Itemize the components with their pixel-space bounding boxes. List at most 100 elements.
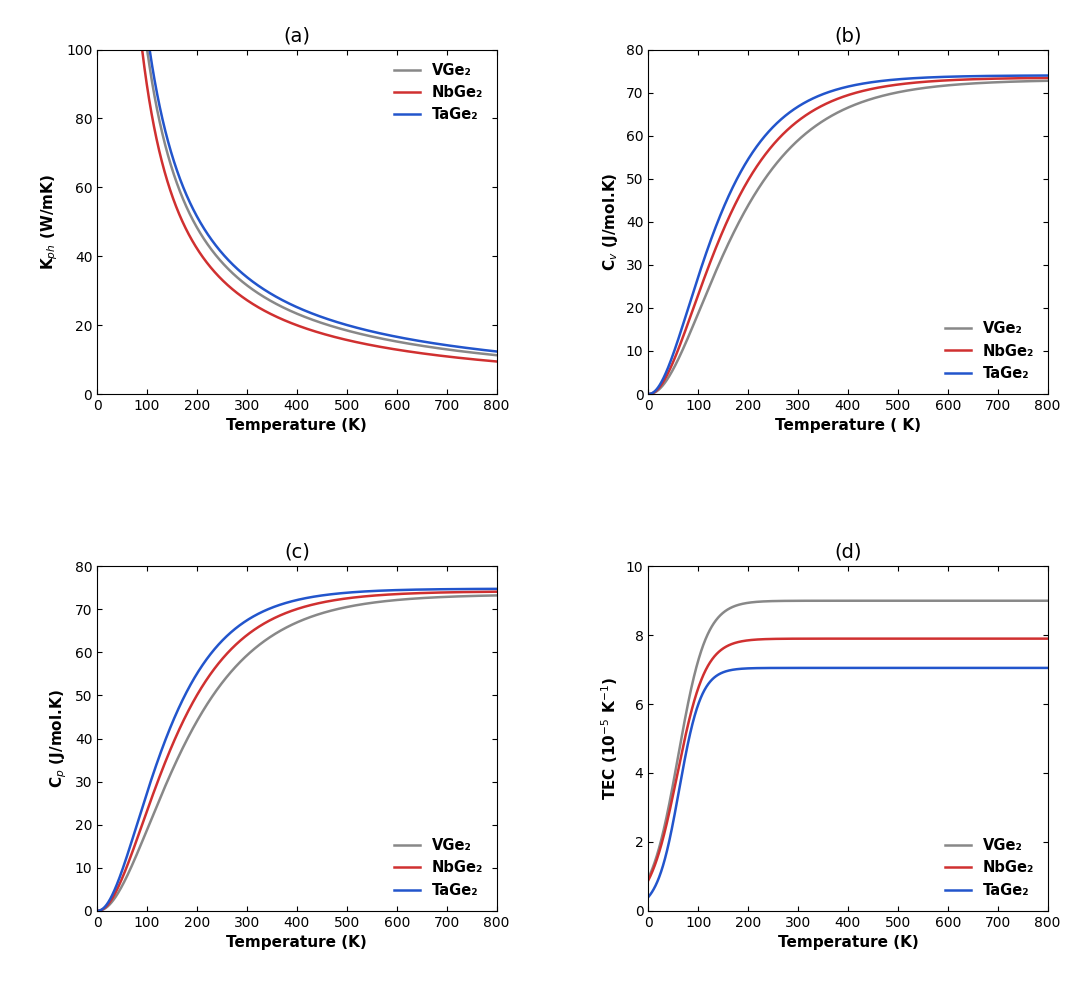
Line: VGe₂: VGe₂ (97, 50, 497, 355)
VGe₂ (281, 303, 294, 315)
Line: VGe₂: VGe₂ (648, 81, 1048, 394)
TaGe₂ (813, 662, 826, 674)
VGe₂ (810, 595, 823, 607)
TaGe₂ (91, 905, 104, 917)
Y-axis label: TEC (10$^{-5}$ K$^{-1}$): TEC (10$^{-5}$ K$^{-1}$) (599, 677, 620, 800)
NbGe₂ (91, 905, 104, 917)
NbGe₂ (813, 101, 826, 113)
TaGe₂ (91, 44, 104, 55)
VGe₂ (832, 106, 845, 118)
NbGe₂ (932, 75, 945, 87)
TaGe₂ (258, 284, 271, 296)
Legend: VGe₂, NbGe₂, TaGe₂: VGe₂, NbGe₂, TaGe₂ (940, 833, 1040, 904)
X-axis label: Temperature (K): Temperature (K) (227, 419, 367, 434)
TaGe₂ (932, 662, 945, 674)
NbGe₂ (261, 307, 274, 319)
Line: NbGe₂: NbGe₂ (97, 592, 497, 911)
TaGe₂ (1041, 69, 1054, 81)
NbGe₂ (810, 103, 823, 115)
NbGe₂ (281, 316, 294, 328)
Legend: VGe₂, NbGe₂, TaGe₂: VGe₂, NbGe₂, TaGe₂ (940, 316, 1040, 387)
NbGe₂ (1009, 72, 1022, 84)
NbGe₂ (642, 388, 654, 400)
TaGe₂ (1029, 662, 1042, 674)
TaGe₂ (490, 583, 503, 595)
VGe₂ (1029, 595, 1042, 607)
VGe₂ (1041, 595, 1054, 607)
Line: TaGe₂: TaGe₂ (97, 589, 497, 911)
TaGe₂ (810, 91, 823, 103)
TaGe₂ (642, 388, 654, 400)
TaGe₂ (810, 662, 823, 674)
NbGe₂ (490, 586, 503, 598)
TaGe₂ (458, 583, 471, 595)
VGe₂ (258, 635, 271, 646)
VGe₂ (1009, 595, 1022, 607)
VGe₂ (490, 589, 503, 601)
VGe₂ (1009, 75, 1022, 87)
VGe₂ (932, 595, 945, 607)
Line: NbGe₂: NbGe₂ (648, 78, 1048, 394)
Line: VGe₂: VGe₂ (648, 601, 1048, 878)
NbGe₂ (832, 633, 845, 644)
NbGe₂ (810, 633, 823, 644)
TaGe₂ (261, 603, 274, 615)
TaGe₂ (477, 345, 490, 356)
Legend: VGe₂, NbGe₂, TaGe₂: VGe₂, NbGe₂, TaGe₂ (389, 56, 489, 128)
VGe₂ (477, 347, 490, 359)
TaGe₂ (458, 342, 471, 353)
VGe₂ (1041, 75, 1054, 87)
NbGe₂ (642, 874, 654, 886)
VGe₂ (642, 872, 654, 884)
VGe₂ (490, 349, 503, 361)
Line: TaGe₂: TaGe₂ (648, 668, 1048, 897)
TaGe₂ (490, 346, 503, 357)
VGe₂ (261, 293, 274, 305)
TaGe₂ (932, 71, 945, 83)
NbGe₂ (381, 343, 394, 354)
Title: (b): (b) (834, 26, 862, 46)
VGe₂ (813, 118, 826, 130)
Line: VGe₂: VGe₂ (97, 595, 497, 911)
TaGe₂ (381, 584, 394, 596)
NbGe₂ (381, 589, 394, 601)
VGe₂ (458, 346, 471, 357)
NbGe₂ (477, 586, 490, 598)
TaGe₂ (258, 605, 271, 617)
TaGe₂ (832, 662, 845, 674)
VGe₂ (281, 622, 294, 634)
TaGe₂ (813, 90, 826, 102)
X-axis label: Temperature (K): Temperature (K) (778, 936, 918, 950)
NbGe₂ (458, 586, 471, 598)
Y-axis label: C$_p$ (J/mol.K): C$_p$ (J/mol.K) (49, 689, 69, 788)
VGe₂ (1029, 75, 1042, 87)
TaGe₂ (1009, 662, 1022, 674)
NbGe₂ (1009, 633, 1022, 644)
X-axis label: Temperature (K): Temperature (K) (227, 936, 367, 950)
TaGe₂ (1041, 662, 1054, 674)
VGe₂ (258, 292, 271, 304)
TaGe₂ (281, 297, 294, 309)
Y-axis label: C$_v$ (J/mol.K): C$_v$ (J/mol.K) (602, 172, 620, 271)
TaGe₂ (1029, 69, 1042, 81)
NbGe₂ (1029, 72, 1042, 84)
Title: (d): (d) (834, 543, 862, 562)
TaGe₂ (381, 329, 394, 341)
Line: TaGe₂: TaGe₂ (648, 75, 1048, 394)
TaGe₂ (832, 83, 845, 95)
VGe₂ (810, 120, 823, 132)
NbGe₂ (1041, 633, 1054, 644)
NbGe₂ (258, 617, 271, 629)
TaGe₂ (1009, 69, 1022, 81)
NbGe₂ (261, 616, 274, 628)
VGe₂ (813, 595, 826, 607)
VGe₂ (91, 905, 104, 917)
Line: NbGe₂: NbGe₂ (97, 50, 497, 361)
VGe₂ (91, 44, 104, 55)
NbGe₂ (832, 93, 845, 105)
VGe₂ (458, 590, 471, 602)
Line: TaGe₂: TaGe₂ (97, 50, 497, 351)
NbGe₂ (813, 633, 826, 644)
TaGe₂ (261, 286, 274, 298)
NbGe₂ (1029, 633, 1042, 644)
